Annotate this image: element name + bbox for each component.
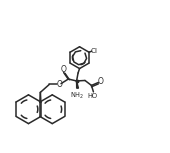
- Text: Cl: Cl: [91, 48, 98, 54]
- Text: NH$_2$: NH$_2$: [70, 90, 84, 101]
- Text: HO: HO: [88, 93, 98, 99]
- Polygon shape: [76, 81, 78, 88]
- Text: O: O: [61, 65, 66, 74]
- Text: O: O: [56, 80, 62, 89]
- Text: O: O: [97, 77, 103, 86]
